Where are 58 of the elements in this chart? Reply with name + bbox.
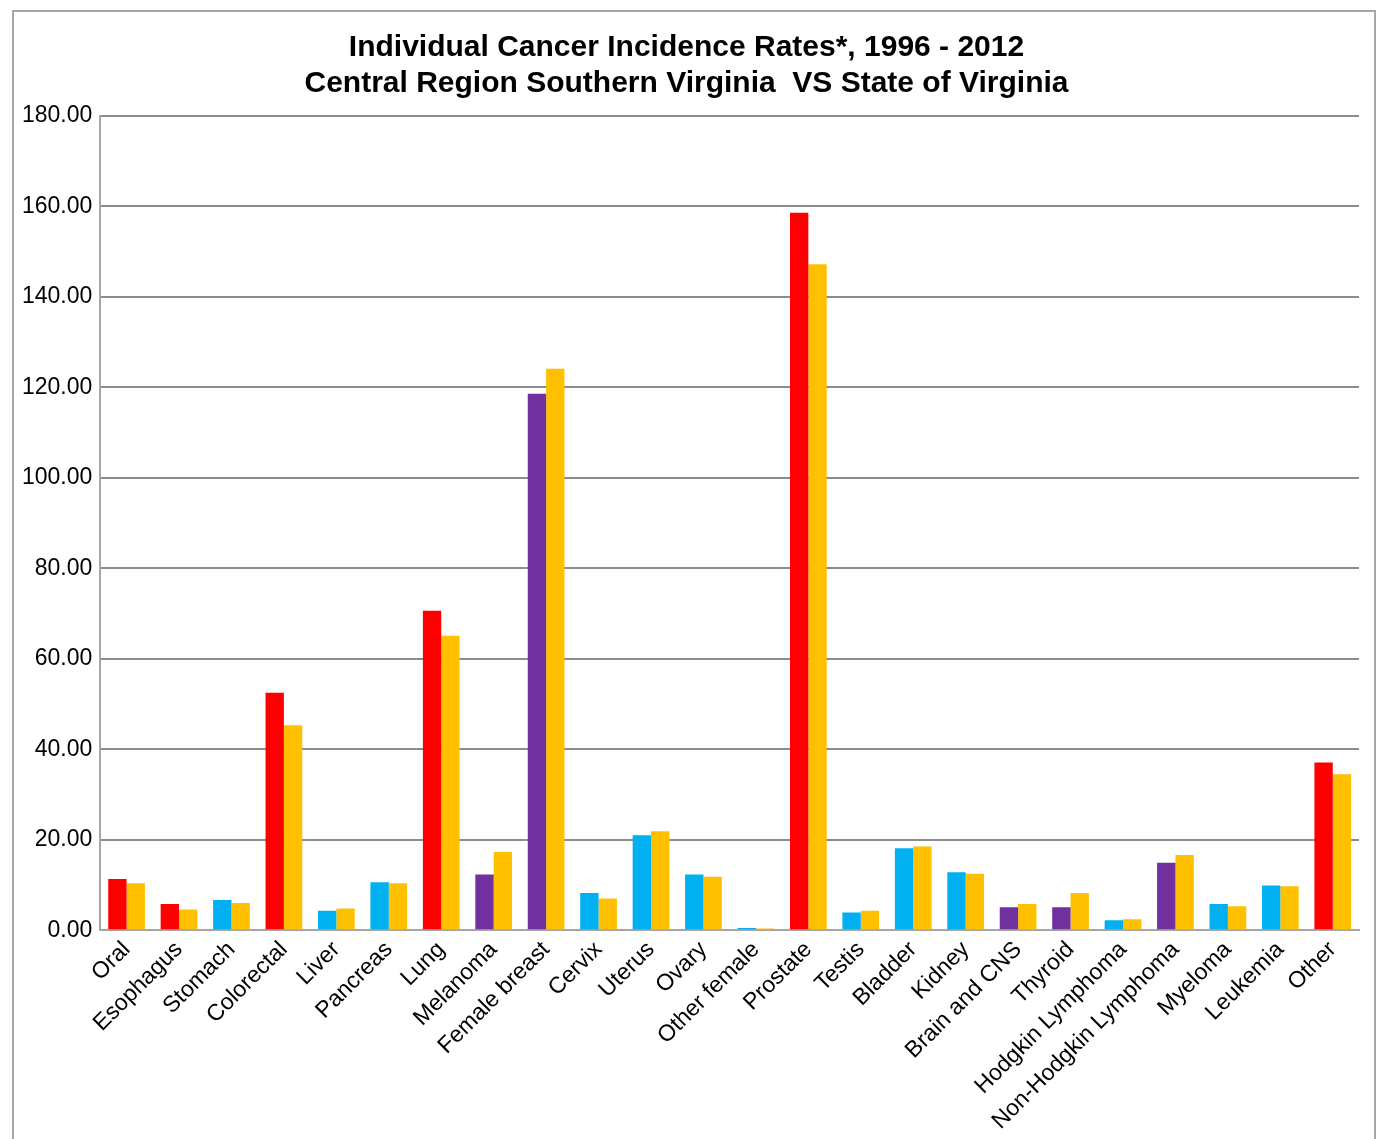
bar bbox=[789, 212, 809, 930]
chart-title: Individual Cancer Incidence Rates*, 1996 - 2012 bbox=[348, 29, 1025, 63]
bar bbox=[947, 872, 966, 930]
y-tick-label: 40.00 bbox=[34, 734, 93, 761]
bar bbox=[1314, 762, 1333, 930]
y-tick-label: 120.00 bbox=[21, 372, 93, 399]
bar bbox=[1052, 907, 1071, 930]
bar bbox=[527, 393, 547, 930]
y-tick-label: 0.00 bbox=[47, 915, 93, 942]
bar bbox=[388, 883, 408, 930]
bar bbox=[598, 898, 617, 930]
bar bbox=[317, 910, 337, 930]
bar bbox=[265, 692, 284, 930]
chart-subtitle: Central Region Southern Virginia VS State of Virginia bbox=[304, 65, 1069, 99]
bar bbox=[493, 851, 513, 930]
bar bbox=[965, 873, 985, 930]
bar bbox=[894, 848, 914, 930]
bar bbox=[999, 907, 1019, 930]
bar bbox=[1123, 919, 1142, 930]
bar bbox=[860, 910, 880, 930]
bar bbox=[231, 903, 250, 930]
bar bbox=[283, 725, 303, 930]
bar bbox=[703, 876, 722, 930]
y-tick-label: 160.00 bbox=[21, 191, 93, 218]
bar bbox=[336, 908, 355, 930]
bar bbox=[1018, 903, 1037, 930]
y-tick-label: 180.00 bbox=[21, 101, 93, 128]
bar bbox=[370, 882, 389, 930]
y-tick-label: 140.00 bbox=[21, 282, 93, 309]
bar bbox=[546, 368, 565, 930]
bar bbox=[685, 874, 704, 930]
y-tick-label: 20.00 bbox=[34, 825, 93, 852]
y-tick-label: 80.00 bbox=[34, 553, 93, 580]
bar bbox=[1157, 862, 1176, 930]
bar bbox=[1104, 920, 1123, 930]
bar bbox=[632, 835, 652, 930]
bar bbox=[651, 831, 670, 930]
bar bbox=[1070, 893, 1089, 930]
bar bbox=[1261, 885, 1281, 930]
bar bbox=[808, 264, 827, 930]
bar bbox=[580, 893, 599, 930]
bar bbox=[1209, 903, 1228, 930]
bar bbox=[1175, 855, 1194, 930]
bar bbox=[475, 874, 494, 930]
y-tick-label: 100.00 bbox=[21, 463, 93, 490]
bar bbox=[1280, 886, 1299, 930]
bar bbox=[179, 909, 198, 930]
y-tick-label: 60.00 bbox=[34, 644, 93, 671]
bar bbox=[160, 903, 180, 930]
bar bbox=[842, 912, 861, 930]
bar bbox=[913, 846, 932, 930]
bar bbox=[126, 883, 145, 930]
bar bbox=[108, 879, 127, 930]
bar bbox=[213, 899, 232, 930]
bar bbox=[1332, 774, 1352, 930]
bar bbox=[441, 635, 460, 930]
bar bbox=[422, 610, 442, 930]
bar bbox=[1227, 906, 1247, 930]
